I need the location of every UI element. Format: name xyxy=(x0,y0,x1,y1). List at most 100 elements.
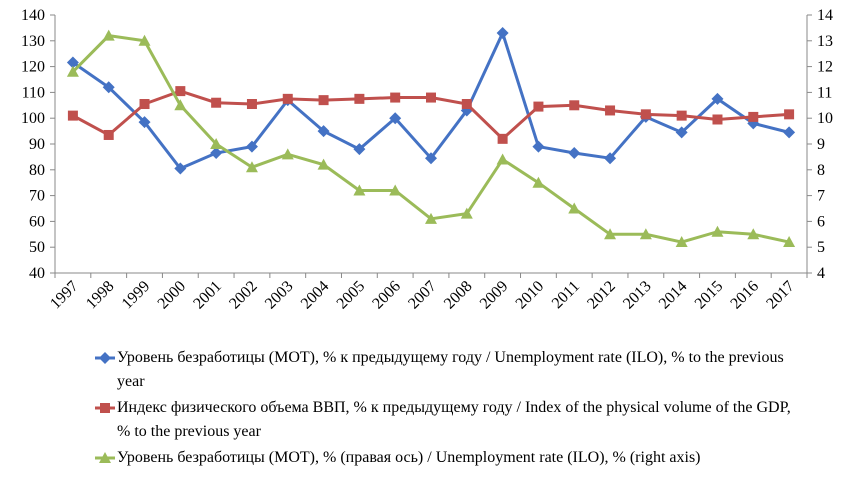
point xyxy=(676,110,687,121)
y-tick-label: 90 xyxy=(29,136,45,153)
point xyxy=(640,109,651,120)
point xyxy=(568,147,581,160)
point xyxy=(245,161,258,173)
point xyxy=(67,110,78,121)
point xyxy=(174,162,187,175)
point xyxy=(354,93,365,104)
x-tick-label: 2002 xyxy=(226,278,261,313)
x-tick-label: 2017 xyxy=(763,278,798,313)
point xyxy=(604,228,617,240)
x-tick-label: 2001 xyxy=(190,278,225,313)
series-line xyxy=(71,34,790,244)
x-tick-label: 2015 xyxy=(692,278,727,313)
point xyxy=(102,29,115,41)
point xyxy=(425,212,437,224)
point xyxy=(175,86,186,97)
point xyxy=(246,99,257,110)
x-tick-label: 2006 xyxy=(369,278,404,313)
point xyxy=(711,225,724,237)
point xyxy=(210,138,223,149)
y-tick-label: 40 xyxy=(29,265,45,282)
y2-tick-label: 4 xyxy=(817,265,825,282)
point xyxy=(639,228,652,240)
point xyxy=(353,143,366,156)
point xyxy=(784,109,795,120)
y2-tick-label: 7 xyxy=(817,188,825,205)
y2-tick-label: 6 xyxy=(817,213,825,230)
x-tick-label: 1999 xyxy=(119,278,154,313)
point xyxy=(747,228,760,240)
y2-tick-label: 8 xyxy=(817,162,825,179)
y-tick-label: 130 xyxy=(21,33,45,50)
y2-tick-label: 11 xyxy=(817,84,832,101)
y2-tick-label: 13 xyxy=(817,33,833,50)
y-tick-label: 110 xyxy=(22,84,45,101)
y-tick-label: 80 xyxy=(29,162,45,179)
point xyxy=(317,125,330,138)
point xyxy=(139,99,150,110)
y2-tick-label: 12 xyxy=(817,59,833,76)
x-tick-label: 2004 xyxy=(298,278,333,313)
point xyxy=(425,152,437,165)
legend-marker xyxy=(99,452,111,463)
point xyxy=(569,100,580,111)
x-tick-label: 2010 xyxy=(513,278,548,313)
x-tick-label: 2007 xyxy=(405,278,440,313)
point xyxy=(496,27,509,40)
y2-tick-label: 9 xyxy=(817,136,825,153)
point xyxy=(389,112,402,125)
point xyxy=(497,133,508,144)
point xyxy=(604,152,617,165)
legend-label: Уровень безработицы (МОТ), % к предыдуще… xyxy=(117,349,784,390)
point xyxy=(783,126,796,139)
point xyxy=(66,56,79,69)
point xyxy=(211,97,222,108)
point xyxy=(138,34,151,46)
y-tick-label: 140 xyxy=(21,7,45,24)
point xyxy=(496,153,509,165)
point xyxy=(675,126,688,139)
y-tick-label: 70 xyxy=(29,188,45,205)
point xyxy=(748,111,759,122)
point xyxy=(281,148,294,160)
x-tick-label: 2003 xyxy=(262,278,297,313)
point xyxy=(174,99,187,111)
point xyxy=(532,140,545,153)
legend-label: Уровень безработицы (МОТ), % (правая ось… xyxy=(117,449,701,466)
point xyxy=(318,95,329,106)
point xyxy=(317,158,330,170)
y2-tick-label: 5 xyxy=(817,239,825,256)
point xyxy=(675,236,688,248)
point xyxy=(533,101,544,112)
point xyxy=(711,92,724,105)
point xyxy=(353,184,366,196)
x-tick-label: 2013 xyxy=(620,278,655,313)
y-tick-label: 100 xyxy=(21,110,45,127)
point xyxy=(102,81,115,94)
point xyxy=(605,105,616,116)
x-tick-label: 2014 xyxy=(656,278,691,313)
x-tick-label: 2005 xyxy=(334,278,369,313)
point xyxy=(532,176,545,188)
point xyxy=(390,92,401,103)
x-tick-label: 2012 xyxy=(584,278,619,313)
point xyxy=(210,147,223,160)
x-tick-label: 2009 xyxy=(477,278,512,313)
point xyxy=(138,116,151,129)
y2-tick-label: 14 xyxy=(817,7,833,24)
y-tick-label: 120 xyxy=(21,59,45,76)
point xyxy=(389,184,402,196)
y2-tick-label: 10 xyxy=(817,110,833,127)
point xyxy=(282,93,293,104)
x-tick-label: 2011 xyxy=(549,278,583,312)
x-tick-label: 1998 xyxy=(83,278,118,313)
x-tick-label: 2016 xyxy=(727,278,762,313)
point xyxy=(426,92,436,103)
point xyxy=(245,140,258,153)
point xyxy=(103,129,114,140)
x-tick-label: 2008 xyxy=(441,278,476,313)
legend-label: Индекс физического объема ВВП, % к преды… xyxy=(117,399,791,440)
x-tick-label: 1997 xyxy=(47,278,82,313)
